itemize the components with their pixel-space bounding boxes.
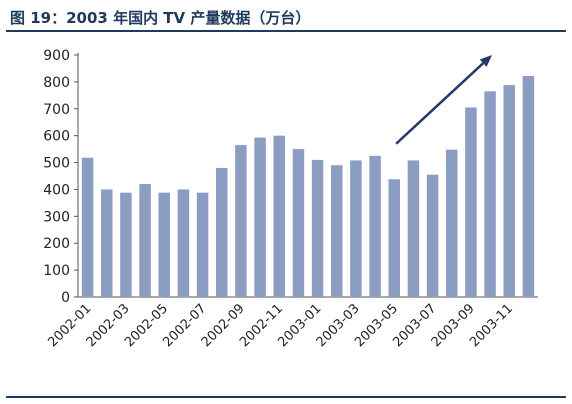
bar-2003-10 <box>484 91 496 297</box>
bar-2002-05 <box>158 192 170 297</box>
y-tick-label: 500 <box>43 156 70 172</box>
x-axis: 2002-012002-032002-052002-072002-092002-… <box>45 296 538 350</box>
y-tick-label: 300 <box>43 209 70 225</box>
bar-2003-09 <box>465 107 477 297</box>
figure-title: 图 19：2003 年国内 TV 产量数据（万台） <box>10 9 311 27</box>
bottom-rule <box>6 396 566 398</box>
bar-2003-05 <box>388 179 400 297</box>
bar-2002-12 <box>292 149 305 297</box>
y-tick-label: 400 <box>43 182 70 198</box>
bar-2003-03 <box>350 160 362 297</box>
y-tick-label: 100 <box>43 263 70 279</box>
bar-2003-11 <box>503 85 515 297</box>
bar-2003-06 <box>407 160 420 297</box>
trend-arrow-head <box>479 55 492 67</box>
bar-2002-06 <box>177 189 190 297</box>
bar-2002-10 <box>254 137 266 297</box>
bar-2003-01 <box>311 159 324 297</box>
y-tick-label: 600 <box>43 129 70 145</box>
bar-2002-08 <box>216 167 228 297</box>
trend-arrow <box>395 55 492 145</box>
bar-2002-07 <box>196 192 209 297</box>
y-tick-label: 800 <box>43 75 70 91</box>
y-tick-label: 200 <box>43 236 70 252</box>
trend-arrow-shaft <box>395 62 485 145</box>
bar-2003-12 <box>522 75 535 298</box>
y-tick-label: 0 <box>61 290 70 306</box>
bar-2002-09 <box>235 145 247 297</box>
bar-2003-07 <box>426 174 439 297</box>
bar-2002-02 <box>101 189 113 297</box>
bars <box>81 75 535 298</box>
y-tick-label: 700 <box>43 102 70 118</box>
bar-2003-02 <box>331 165 343 297</box>
bar-2003-04 <box>369 155 381 297</box>
bar-2002-01 <box>81 157 94 297</box>
y-tick-label: 900 <box>43 48 70 64</box>
bar-2003-08 <box>446 149 458 297</box>
bar-2002-04 <box>139 184 151 297</box>
bar-2002-11 <box>273 135 285 297</box>
bar-2002-03 <box>120 192 132 297</box>
title-rule <box>6 30 566 32</box>
y-axis: 0 100 200 300 400 500 600 700 800 900 <box>43 48 79 306</box>
